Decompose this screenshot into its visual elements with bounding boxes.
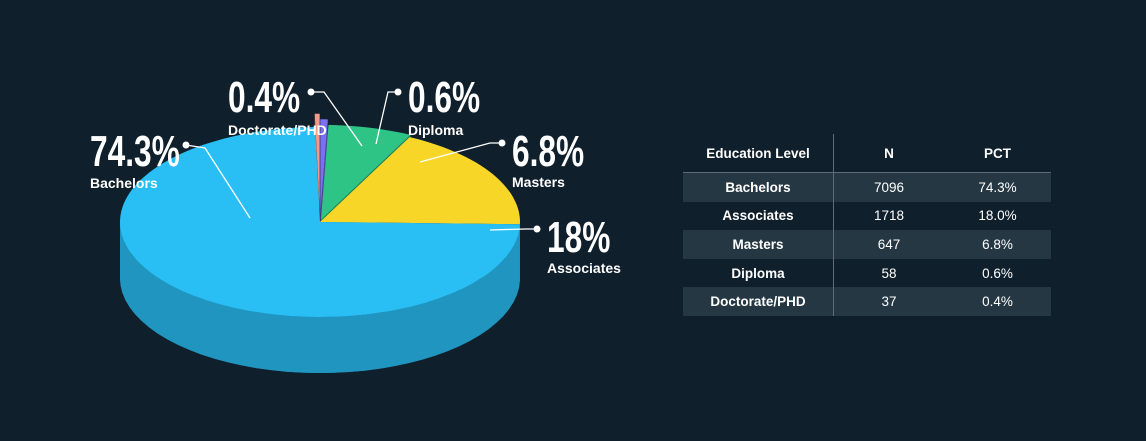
leader-dot-doctorate-phd [307,88,315,96]
slice-masters [320,124,411,220]
table-row: Doctorate/PHD 37 0.4% [683,287,1051,316]
leader-line-doctorate-phd [311,91,363,147]
slice-name-diploma: Diploma [408,122,463,138]
row-n: 37 [833,287,944,316]
table-row: Masters 647 6.8% [683,230,1051,259]
education-table: Education Level N PCT Bachelors 7096 74.… [683,134,1051,316]
percent-label-diploma: 0.6% [408,73,480,122]
leader-line-bachelors [185,144,251,219]
slice-diploma [320,119,328,215]
row-pct: 74.3% [944,172,1051,202]
column-header-education-level: Education Level [683,134,834,173]
percent-label-doctorate-phd: 0.4% [228,73,300,122]
table-row: Associates 1718 18.0% [683,201,1051,231]
leader-dot-bachelors [182,141,190,149]
slice-name-associates: Associates [547,260,621,276]
row-education-level: Bachelors [683,172,834,202]
row-education-level: Masters [683,230,834,259]
row-pct: 18.0% [978,208,1017,224]
leader-line-masters [419,142,502,163]
leader-dot-associates [533,225,541,233]
row-pct: 0.6% [982,265,1013,281]
row-education-level: Doctorate/PHD [683,287,834,316]
row-n: 7096 [833,172,944,202]
slice-name-masters: Masters [512,174,565,190]
pie-labels: 74.3%Bachelors 18%Associates 6.8%Masters 0.… [90,73,621,276]
slice-associates [320,137,520,225]
leader-line-associates [489,228,537,231]
slice-name-bachelors: Bachelors [90,175,158,191]
row-n: 647 [833,230,944,259]
leader-dot-masters [498,139,506,147]
row-education-level: Diploma [683,258,834,288]
pie-tops [120,113,520,317]
table-row: Bachelors 7096 74.3% [683,172,1051,202]
row-pct: 0.4% [944,287,1051,316]
slice-doctorate-phd [314,113,320,209]
row-pct: 6.8% [944,230,1051,259]
slice-bachelors [120,127,520,317]
percent-label-masters: 6.8% [512,127,584,176]
slice-name-doctorate-phd: Doctorate/PHD [228,122,327,138]
column-header-n: N [833,134,944,173]
slice-side-bachelors [120,222,520,373]
percent-label-bachelors: 74.3% [90,127,180,176]
leader-dot-diploma [394,88,402,96]
percent-label-associates: 18% [547,213,610,262]
column-header-pct: PCT [944,134,1051,173]
table-header-row: Education Level N PCT [683,134,1051,173]
table-row: Diploma 58 0.6% [683,258,1051,288]
row-n: 1718 [873,208,905,224]
row-education-level: Associates [683,201,834,231]
row-n: 58 [881,265,897,281]
